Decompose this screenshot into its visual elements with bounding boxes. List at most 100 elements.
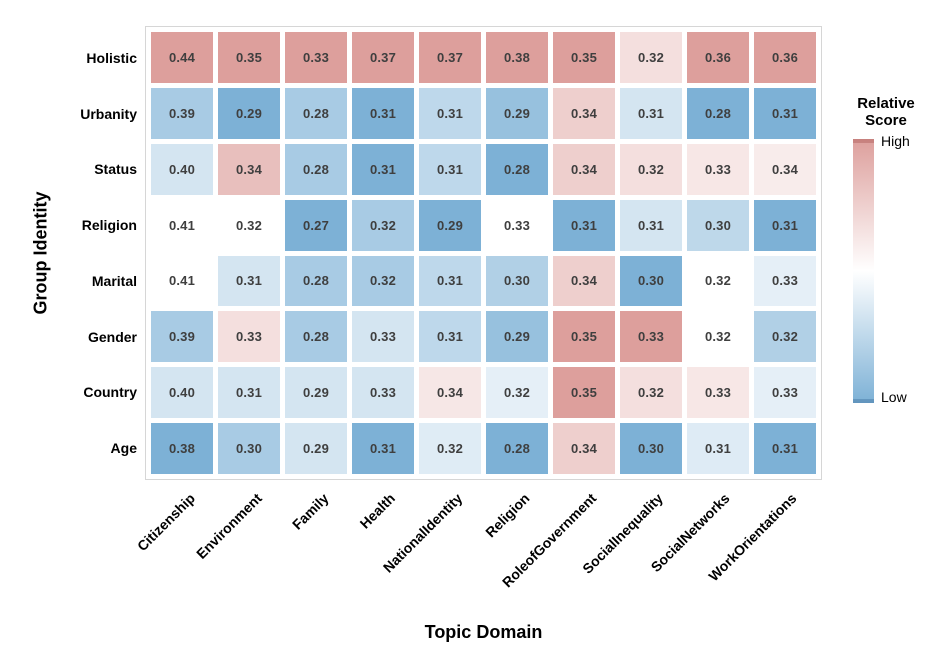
heatmap-cell: 0.29 [218, 87, 280, 139]
heatmap-cell: 0.37 [352, 32, 414, 83]
heatmap-cell: 0.28 [285, 143, 347, 195]
heatmap-cell: 0.31 [754, 423, 816, 474]
heatmap-cell: 0.28 [285, 255, 347, 307]
x-tick-label: Health [356, 490, 399, 532]
heatmap-cell: 0.31 [419, 311, 481, 363]
heatmap-cell: 0.30 [218, 423, 280, 474]
heatmap-cell: 0.32 [620, 367, 682, 419]
heatmap-cell: 0.31 [620, 87, 682, 139]
heatmap-cell: 0.34 [218, 143, 280, 195]
heatmap-cell: 0.34 [553, 87, 615, 139]
heatmap-cell: 0.33 [486, 199, 548, 251]
y-tick-label: Religion [81, 217, 137, 234]
heatmap-cell: 0.33 [754, 255, 816, 307]
x-axis-title: Topic Domain [424, 622, 543, 642]
heatmap-cell: 0.29 [486, 87, 548, 139]
heatmap-cell: 0.33 [352, 311, 414, 363]
heatmap-cell: 0.40 [151, 143, 213, 195]
heatmap-cell: 0.30 [620, 423, 682, 474]
legend-label-high: High [881, 133, 910, 149]
heatmap-cell: 0.36 [754, 32, 816, 83]
heatmap-cell: 0.39 [151, 311, 213, 363]
heatmap-cell: 0.34 [754, 143, 816, 195]
y-tick-label: Gender [87, 328, 137, 345]
heatmap-cell: 0.44 [151, 32, 213, 83]
heatmap-cell: 0.33 [285, 32, 347, 83]
heatmap-cell: 0.34 [419, 367, 481, 419]
heatmap-cell: 0.28 [285, 311, 347, 363]
heatmap-cell: 0.35 [553, 32, 615, 83]
legend-colorbar [853, 139, 874, 403]
heatmap-cell: 0.35 [553, 311, 615, 363]
heatmap-cell: 0.28 [687, 87, 749, 139]
heatmap-cell: 0.32 [486, 367, 548, 419]
y-tick-label: Urbanity [80, 105, 137, 122]
heatmap-cell: 0.32 [419, 423, 481, 474]
heatmap-cell: 0.29 [285, 423, 347, 474]
x-tick-label: Citizenship [133, 490, 198, 555]
heatmap-cell: 0.27 [285, 199, 347, 251]
y-axis-title: Group Identity [30, 191, 51, 315]
heatmap-cell: 0.41 [151, 199, 213, 251]
heatmap-cell: 0.33 [352, 367, 414, 419]
heatmap-cell: 0.29 [419, 199, 481, 251]
heatmap-cell: 0.30 [620, 255, 682, 307]
heatmap-cell: 0.33 [218, 311, 280, 363]
heatmap-cell: 0.31 [352, 423, 414, 474]
heatmap-cell: 0.28 [486, 143, 548, 195]
heatmap-cell: 0.31 [553, 199, 615, 251]
heatmap-cell: 0.31 [218, 255, 280, 307]
heatmap-cell: 0.35 [553, 367, 615, 419]
heatmap-cell: 0.37 [419, 32, 481, 83]
heatmap-cell: 0.32 [687, 255, 749, 307]
legend-tick-high [853, 139, 874, 143]
heatmap-cell: 0.34 [553, 423, 615, 474]
y-tick-label: Status [94, 161, 137, 178]
heatmap-cell: 0.31 [218, 367, 280, 419]
x-tick-label: Environment [192, 490, 265, 562]
x-tick-label: Family [288, 490, 332, 533]
heatmap-cell: 0.28 [285, 87, 347, 139]
legend-tick-low [853, 399, 874, 403]
heatmap-cell: 0.34 [553, 255, 615, 307]
heatmap-cell: 0.31 [419, 255, 481, 307]
heatmap-cell: 0.29 [285, 367, 347, 419]
heatmap-cell: 0.31 [754, 199, 816, 251]
heatmap-cell: 0.38 [486, 32, 548, 83]
legend-title: Relative Score [857, 95, 915, 129]
heatmap-cell: 0.40 [151, 367, 213, 419]
heatmap-cell: 0.31 [687, 423, 749, 474]
y-tick-label: Age [110, 440, 137, 457]
heatmap-cell: 0.39 [151, 87, 213, 139]
heatmap-cell: 0.34 [553, 143, 615, 195]
heatmap-cell: 0.33 [687, 367, 749, 419]
legend-label-low: Low [881, 389, 907, 405]
heatmap-cell: 0.32 [352, 255, 414, 307]
heatmap-cell: 0.32 [218, 199, 280, 251]
heatmap-cell: 0.33 [754, 367, 816, 419]
heatmap-cell: 0.32 [620, 143, 682, 195]
y-tick-label: Holistic [86, 49, 137, 66]
heatmap-panel: 0.44 0.35 0.33 0.37 0.37 0.38 0.35 0.32 0.36 0.36… [145, 26, 822, 480]
heatmap-cell: 0.35 [218, 32, 280, 83]
heatmap-cell: 0.32 [687, 311, 749, 363]
heatmap-cell: 0.28 [486, 423, 548, 474]
heatmap-cell: 0.31 [620, 199, 682, 251]
x-tick-label: Religion [481, 490, 533, 541]
heatmap-cell: 0.33 [620, 311, 682, 363]
heatmap-cell: 0.31 [352, 87, 414, 139]
y-tick-label: Marital [91, 272, 137, 289]
heatmap-cell: 0.30 [486, 255, 548, 307]
heatmap-cell: 0.41 [151, 255, 213, 307]
heatmap-cell: 0.31 [419, 143, 481, 195]
heatmap-cell: 0.33 [687, 143, 749, 195]
heatmap-cell: 0.38 [151, 423, 213, 474]
heatmap-cell: 0.30 [687, 199, 749, 251]
heatmap-cell: 0.32 [352, 199, 414, 251]
heatmap-cell: 0.32 [754, 311, 816, 363]
y-tick-label: Country [83, 384, 137, 401]
heatmap-cell: 0.31 [352, 143, 414, 195]
heatmap-cell: 0.36 [687, 32, 749, 83]
heatmap-cell: 0.31 [754, 87, 816, 139]
